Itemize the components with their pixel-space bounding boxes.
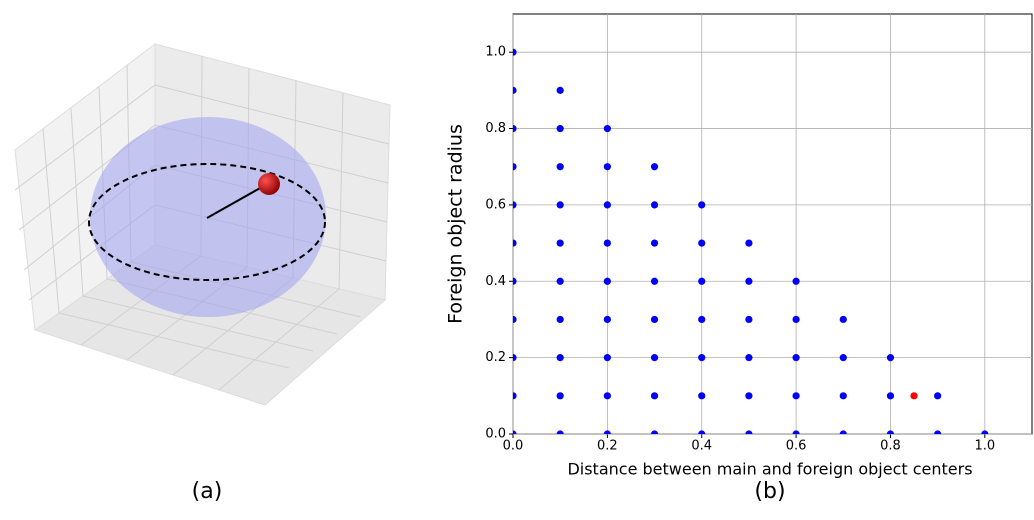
point [603,392,611,400]
point [603,277,611,285]
point [698,430,706,434]
point [910,392,918,400]
point [886,392,895,400]
point [745,354,753,362]
point [792,430,800,434]
point [698,239,706,247]
point [792,354,800,362]
point [839,354,847,362]
point [513,239,517,247]
y-axis-label: Foreign object radius [445,124,467,324]
point [934,430,942,434]
point [839,392,847,400]
point [603,201,611,209]
panel-a-illustration: (a) [14,42,391,504]
x-tick-label: 0.6 [786,439,807,454]
point [603,239,611,247]
x-tick-label: 0.8 [880,439,901,454]
point [513,124,517,133]
point [650,163,659,171]
point [886,354,895,362]
point [513,201,517,209]
point [513,277,517,285]
point [513,430,517,434]
panel-caption: (a) [192,479,223,504]
y-tick-label: 0.6 [485,197,506,212]
points [513,48,989,434]
panel-caption: (b) [754,479,785,504]
x-tick-label: 1.0 [974,439,995,454]
point [698,201,706,209]
y-tick-label: 0.2 [485,350,506,365]
point [698,277,706,285]
point [698,354,706,362]
point [556,163,564,171]
point [513,163,517,171]
point [556,354,564,362]
point [792,315,800,324]
x-tick-label: 0.2 [597,439,618,454]
point [556,315,564,324]
point [603,315,611,324]
x-axis-label: Distance between main and foreign object… [567,460,972,479]
point [745,315,753,324]
point [745,392,753,400]
point [556,86,564,94]
point [556,201,564,209]
point [603,124,611,133]
point [792,392,800,400]
point [556,392,564,400]
y-tick-label: 0.4 [485,274,506,289]
point [603,163,611,171]
x-tick-label: 0.0 [503,439,524,454]
point [513,315,517,324]
point [513,48,517,56]
point [745,430,753,434]
point [839,315,847,324]
point [650,315,659,324]
point [556,124,564,133]
point [981,430,989,434]
point [556,239,564,247]
x-tick-label: 0.4 [691,439,712,454]
point [513,392,517,400]
point [650,354,659,362]
plot-frame [512,13,1033,435]
point [745,277,753,285]
point [603,354,611,362]
point [698,392,706,400]
point [886,430,895,434]
y-tick-label: 1.0 [485,45,506,60]
point [650,430,659,434]
point [556,430,564,434]
point [650,201,659,209]
point [556,277,564,285]
point [513,354,517,362]
point [934,392,942,400]
point [513,86,517,94]
y-tick-label: 0.8 [485,121,506,136]
point [650,277,659,285]
y-tick-label: 0.0 [485,427,506,442]
point [839,430,847,434]
point [698,315,706,324]
point [792,277,800,285]
point [650,239,659,247]
point [745,239,753,247]
point [650,392,659,400]
point [603,430,611,434]
